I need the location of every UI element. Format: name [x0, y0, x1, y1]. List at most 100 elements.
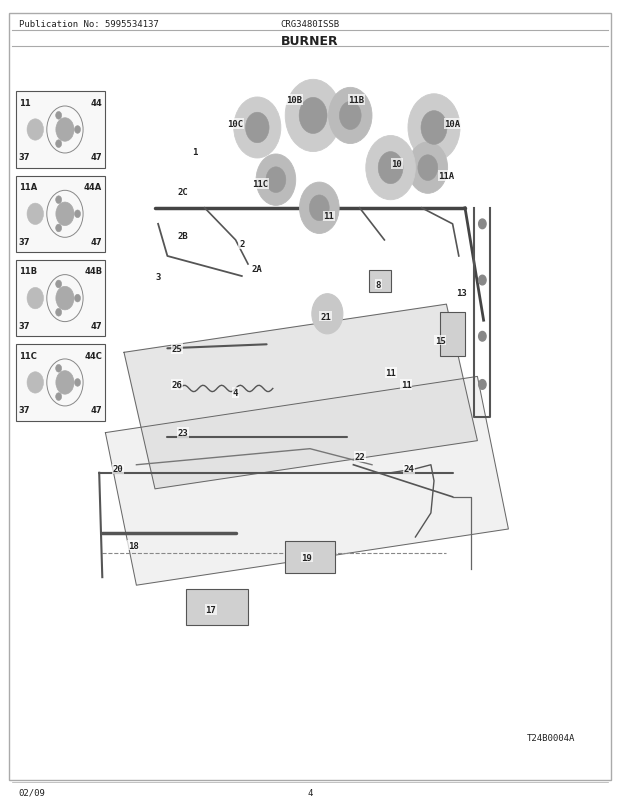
Circle shape [27, 372, 43, 394]
Text: 24: 24 [404, 464, 415, 474]
Text: 11: 11 [385, 368, 396, 378]
Text: 37: 37 [19, 237, 30, 246]
Circle shape [56, 112, 61, 120]
Circle shape [56, 281, 61, 289]
Text: 47: 47 [91, 322, 102, 330]
Text: 1: 1 [193, 148, 198, 157]
Text: 4: 4 [308, 788, 312, 796]
Bar [16, 261, 105, 337]
Text: 11B: 11B [348, 95, 365, 105]
Circle shape [74, 379, 81, 387]
Text: 23: 23 [177, 428, 188, 438]
Text: 2C: 2C [177, 188, 188, 197]
Text: 10B: 10B [286, 95, 303, 105]
Circle shape [339, 102, 361, 130]
Circle shape [299, 98, 327, 134]
Bar [16, 345, 105, 421]
Circle shape [246, 113, 269, 144]
Text: 44B: 44B [84, 267, 102, 276]
Text: 10C: 10C [228, 119, 244, 129]
Circle shape [56, 203, 74, 226]
Circle shape [27, 288, 43, 310]
Text: 44: 44 [91, 99, 102, 107]
Text: 2: 2 [239, 240, 244, 249]
Text: 44C: 44C [84, 351, 102, 360]
Text: 47: 47 [91, 406, 102, 415]
Text: 11A: 11A [438, 172, 454, 181]
Text: 2B: 2B [177, 232, 188, 241]
Text: T24B0004A: T24B0004A [527, 733, 575, 742]
Text: 11: 11 [19, 99, 30, 107]
Text: 10A: 10A [445, 119, 461, 129]
Circle shape [299, 183, 339, 234]
Circle shape [56, 309, 61, 317]
Circle shape [479, 332, 486, 342]
Circle shape [366, 136, 415, 200]
Circle shape [234, 98, 281, 159]
Text: 25: 25 [171, 344, 182, 354]
Circle shape [408, 95, 460, 162]
Text: BURNER: BURNER [281, 35, 339, 48]
Circle shape [56, 119, 74, 142]
Circle shape [56, 140, 61, 148]
Text: 47: 47 [91, 153, 102, 162]
Circle shape [27, 204, 43, 225]
Text: 37: 37 [19, 322, 30, 330]
Text: Publication No: 5995534137: Publication No: 5995534137 [19, 20, 158, 29]
Circle shape [309, 196, 329, 221]
Circle shape [74, 295, 81, 302]
Text: 26: 26 [171, 380, 182, 390]
Circle shape [27, 119, 43, 141]
Circle shape [312, 294, 343, 334]
Circle shape [56, 393, 61, 401]
Text: 2A: 2A [252, 264, 263, 273]
Text: 37: 37 [19, 153, 30, 162]
Circle shape [285, 80, 341, 152]
Circle shape [378, 152, 403, 184]
Circle shape [329, 88, 372, 144]
Text: 11B: 11B [19, 267, 37, 276]
Polygon shape [105, 377, 508, 585]
Text: 11C: 11C [252, 180, 268, 189]
Bar [440, 313, 465, 357]
Text: 8: 8 [376, 280, 381, 290]
Circle shape [56, 196, 61, 205]
Polygon shape [124, 305, 477, 489]
Bar [369, 270, 391, 293]
Circle shape [56, 365, 61, 373]
Bar [16, 176, 105, 253]
Text: 20: 20 [112, 464, 123, 474]
Text: 4: 4 [233, 388, 238, 398]
Circle shape [479, 220, 486, 229]
Text: 02/09: 02/09 [19, 788, 45, 796]
Text: 22: 22 [354, 452, 365, 462]
Circle shape [418, 156, 438, 181]
Text: 11A: 11A [19, 183, 37, 192]
Text: 13: 13 [456, 288, 467, 298]
Text: 44A: 44A [84, 183, 102, 192]
Circle shape [74, 127, 81, 134]
Text: 11: 11 [401, 380, 412, 390]
Circle shape [56, 287, 74, 310]
Text: 47: 47 [91, 237, 102, 246]
Circle shape [256, 155, 296, 206]
Text: 3: 3 [156, 272, 161, 282]
Text: CRG3480ISSB: CRG3480ISSB [280, 20, 340, 29]
Text: 19: 19 [301, 553, 312, 562]
Text: 18: 18 [128, 541, 139, 550]
Bar [186, 589, 248, 626]
Circle shape [56, 225, 61, 233]
Circle shape [74, 211, 81, 218]
Circle shape [266, 168, 286, 193]
Circle shape [479, 276, 486, 286]
Circle shape [479, 380, 486, 390]
Text: 11: 11 [323, 212, 334, 221]
Bar [285, 541, 335, 573]
Text: 21: 21 [320, 312, 331, 322]
Text: 37: 37 [19, 406, 30, 415]
Text: 17: 17 [205, 605, 216, 614]
Text: 11C: 11C [19, 351, 37, 360]
Text: 15: 15 [435, 336, 446, 346]
Bar [16, 92, 105, 168]
Circle shape [56, 371, 74, 395]
